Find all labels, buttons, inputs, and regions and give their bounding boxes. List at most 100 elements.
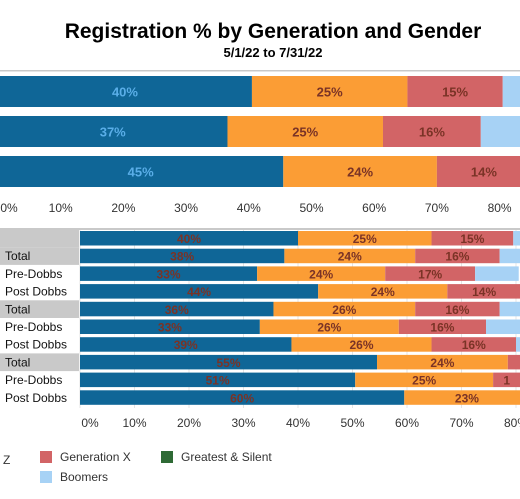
top-chart-svg: 40% 25% 15% 37% 25% 16% 45% 24% 14% 0% 10% 20% 30% 40… [0, 70, 520, 215]
bottom-bar-5-segment-boomers[interactable] [486, 319, 520, 335]
bottom-x-tick-label: 70% [449, 416, 473, 430]
bottom-bar-3-segment-generation-x[interactable] [447, 284, 520, 299]
bottom-bar-5-segment-gen-z[interactable] [259, 319, 399, 335]
bottom-bar-5-label-generation-x: 16% [430, 321, 454, 335]
bottom-bar-1-segment-gen-z[interactable] [284, 248, 416, 264]
top-bar-0-label-millennials: 40% [112, 85, 138, 100]
top-bar-2-label-gen-z: 24% [347, 165, 373, 180]
bottom-x-tick-label: 40% [286, 416, 310, 430]
bottom-bar-9-segment-millennials[interactable] [80, 390, 405, 405]
top-bar-0-segment-generation-x[interactable] [407, 76, 503, 107]
bottom-bar-8-label-gen-z: 25% [412, 374, 436, 388]
bottom-bar-6-segment-millennials[interactable] [80, 337, 292, 352]
bottom-bar-7-label-gen-z: 24% [430, 356, 454, 370]
bottom-bar-7-segment-generation-x[interactable] [507, 354, 520, 370]
bottom-bar-3-label-gen-z: 24% [371, 285, 395, 299]
bottom-bar-2-segment-boomers[interactable] [475, 266, 519, 281]
bottom-bar-2-segment-generation-x[interactable] [385, 266, 476, 281]
group-shade [0, 247, 79, 265]
bottom-chart-divider [0, 228, 520, 230]
bottom-bar-4-segment-boomers[interactable] [499, 301, 520, 317]
top-bar-0-segment-gen-z[interactable] [251, 76, 408, 107]
top-bar-0-segment-boomers[interactable] [502, 76, 520, 107]
bottom-bar-0-label-millennials: 40% [177, 232, 201, 246]
top-bar-1-segment-millennials[interactable] [0, 116, 228, 147]
bottom-bar-7-segment-millennials[interactable] [80, 354, 378, 370]
bottom-bar-0-segment-generation-x[interactable] [431, 231, 514, 246]
bottom-bar-2-segment-millennials[interactable] [80, 266, 258, 281]
bottom-bar-8-segment-millennials[interactable] [80, 372, 356, 388]
bottom-row-label: Post Dobbs [5, 391, 67, 405]
top-x-tick-label: 20% [111, 201, 135, 215]
legend-partial-label: Z [3, 453, 11, 467]
bottom-row-label: Pre-Dobbs [5, 267, 62, 281]
bottom-bar-4-segment-generation-x[interactable] [415, 301, 500, 317]
bottom-bar-1-segment-boomers[interactable] [499, 248, 520, 264]
bottom-bar-5-segment-millennials[interactable] [80, 319, 260, 335]
bottom-bar-9-label-gen-z: 23% [455, 391, 479, 405]
bottom-x-tick-label: 50% [340, 416, 364, 430]
legend-swatch-generation-x [40, 451, 52, 463]
bottom-row-label: Pre-Dobbs [5, 373, 62, 387]
bottom-x-tick-label: 10% [122, 416, 146, 430]
bottom-bar-4-label-generation-x: 16% [445, 303, 469, 317]
bottom-bar-8-segment-generation-x[interactable] [493, 372, 520, 388]
bottom-bar-3-label-millennials: 44% [187, 285, 211, 299]
bottom-bar-0-label-gen-z: 25% [353, 232, 377, 246]
bottom-bar-1-segment-generation-x[interactable] [415, 248, 500, 264]
bottom-bar-2-label-generation-x: 17% [418, 267, 442, 281]
top-bar-2-segment-generation-x[interactable] [436, 156, 520, 187]
bottom-bar-0-segment-millennials[interactable] [80, 231, 298, 246]
bottom-bar-0-segment-boomers[interactable] [513, 231, 520, 246]
bottom-bar-4-label-millennials: 36% [165, 303, 189, 317]
top-bar-1-label-gen-z: 25% [292, 125, 318, 140]
legend-item-generation-x[interactable]: Generation X [40, 450, 131, 464]
legend: Z Generation X Greatest & Silent Boomers [0, 440, 520, 495]
top-bar-1-label-millennials: 37% [100, 125, 126, 140]
bottom-stacked-bar-chart: 40% 25% 15% Total 38% 24% 16% Pre-Dobbs 33% 24% 17… [0, 228, 520, 433]
top-bar-0-label-generation-x: 15% [442, 85, 468, 100]
bottom-x-tick-label: 60% [395, 416, 419, 430]
bottom-bar-5-label-gen-z: 26% [317, 321, 341, 335]
bottom-bar-4-label-gen-z: 26% [332, 303, 356, 317]
legend-item-greatest-silent[interactable]: Greatest & Silent [161, 450, 272, 464]
bottom-row-label: Total [5, 302, 30, 316]
bottom-bar-1-segment-millennials[interactable] [80, 248, 285, 264]
bottom-bar-7-segment-gen-z[interactable] [377, 354, 508, 370]
bottom-bar-8-segment-gen-z[interactable] [355, 372, 494, 388]
bottom-bar-5-label-millennials: 33% [158, 321, 182, 335]
bottom-row-label: Post Dobbs [5, 285, 67, 299]
legend-label-generation-x: Generation X [60, 450, 131, 464]
legend-label-boomers: Boomers [60, 470, 109, 484]
top-bar-2-label-millennials: 45% [128, 165, 154, 180]
top-bar-1-label-generation-x: 16% [419, 125, 445, 140]
bottom-row-label: Post Dobbs [5, 338, 67, 352]
bottom-bar-1-label-gen-z: 24% [338, 250, 362, 264]
bottom-bar-6-segment-boomers[interactable] [516, 337, 520, 352]
bottom-bar-3-label-generation-x: 14% [472, 285, 496, 299]
bottom-bar-4-segment-gen-z[interactable] [273, 301, 416, 317]
bottom-bar-9-segment-gen-z[interactable] [404, 390, 520, 405]
bottom-row-label: Pre-Dobbs [5, 320, 62, 334]
top-x-tick-label: 40% [237, 201, 261, 215]
bottom-bar-4-segment-millennials[interactable] [80, 301, 274, 317]
top-bar-0-segment-millennials[interactable] [0, 76, 252, 107]
bottom-bar-3-segment-millennials[interactable] [80, 284, 319, 299]
top-bar-1-segment-generation-x[interactable] [382, 116, 481, 147]
bottom-bar-6-segment-generation-x[interactable] [431, 337, 516, 352]
bottom-bar-0-segment-gen-z[interactable] [298, 231, 432, 246]
top-bar-2-segment-millennials[interactable] [0, 156, 284, 187]
top-x-tick-label: 0% [0, 201, 18, 215]
top-bar-1-segment-boomers[interactable] [480, 116, 520, 147]
top-bar-2-label-generation-x: 14% [471, 165, 497, 180]
bottom-bar-6-segment-gen-z[interactable] [291, 337, 432, 352]
top-bar-2-segment-gen-z[interactable] [283, 156, 437, 187]
bottom-row-label: Total [5, 249, 30, 263]
legend-item-boomers[interactable]: Boomers [40, 470, 108, 484]
bottom-bar-5-segment-generation-x[interactable] [398, 319, 487, 335]
bottom-bar-2-segment-gen-z[interactable] [257, 266, 386, 281]
bottom-bar-8-label-generation-x: 1 [503, 374, 510, 388]
bottom-x-tick-label: 30% [231, 416, 255, 430]
top-bar-1-segment-gen-z[interactable] [227, 116, 383, 147]
bottom-bar-3-segment-gen-z[interactable] [318, 284, 448, 299]
